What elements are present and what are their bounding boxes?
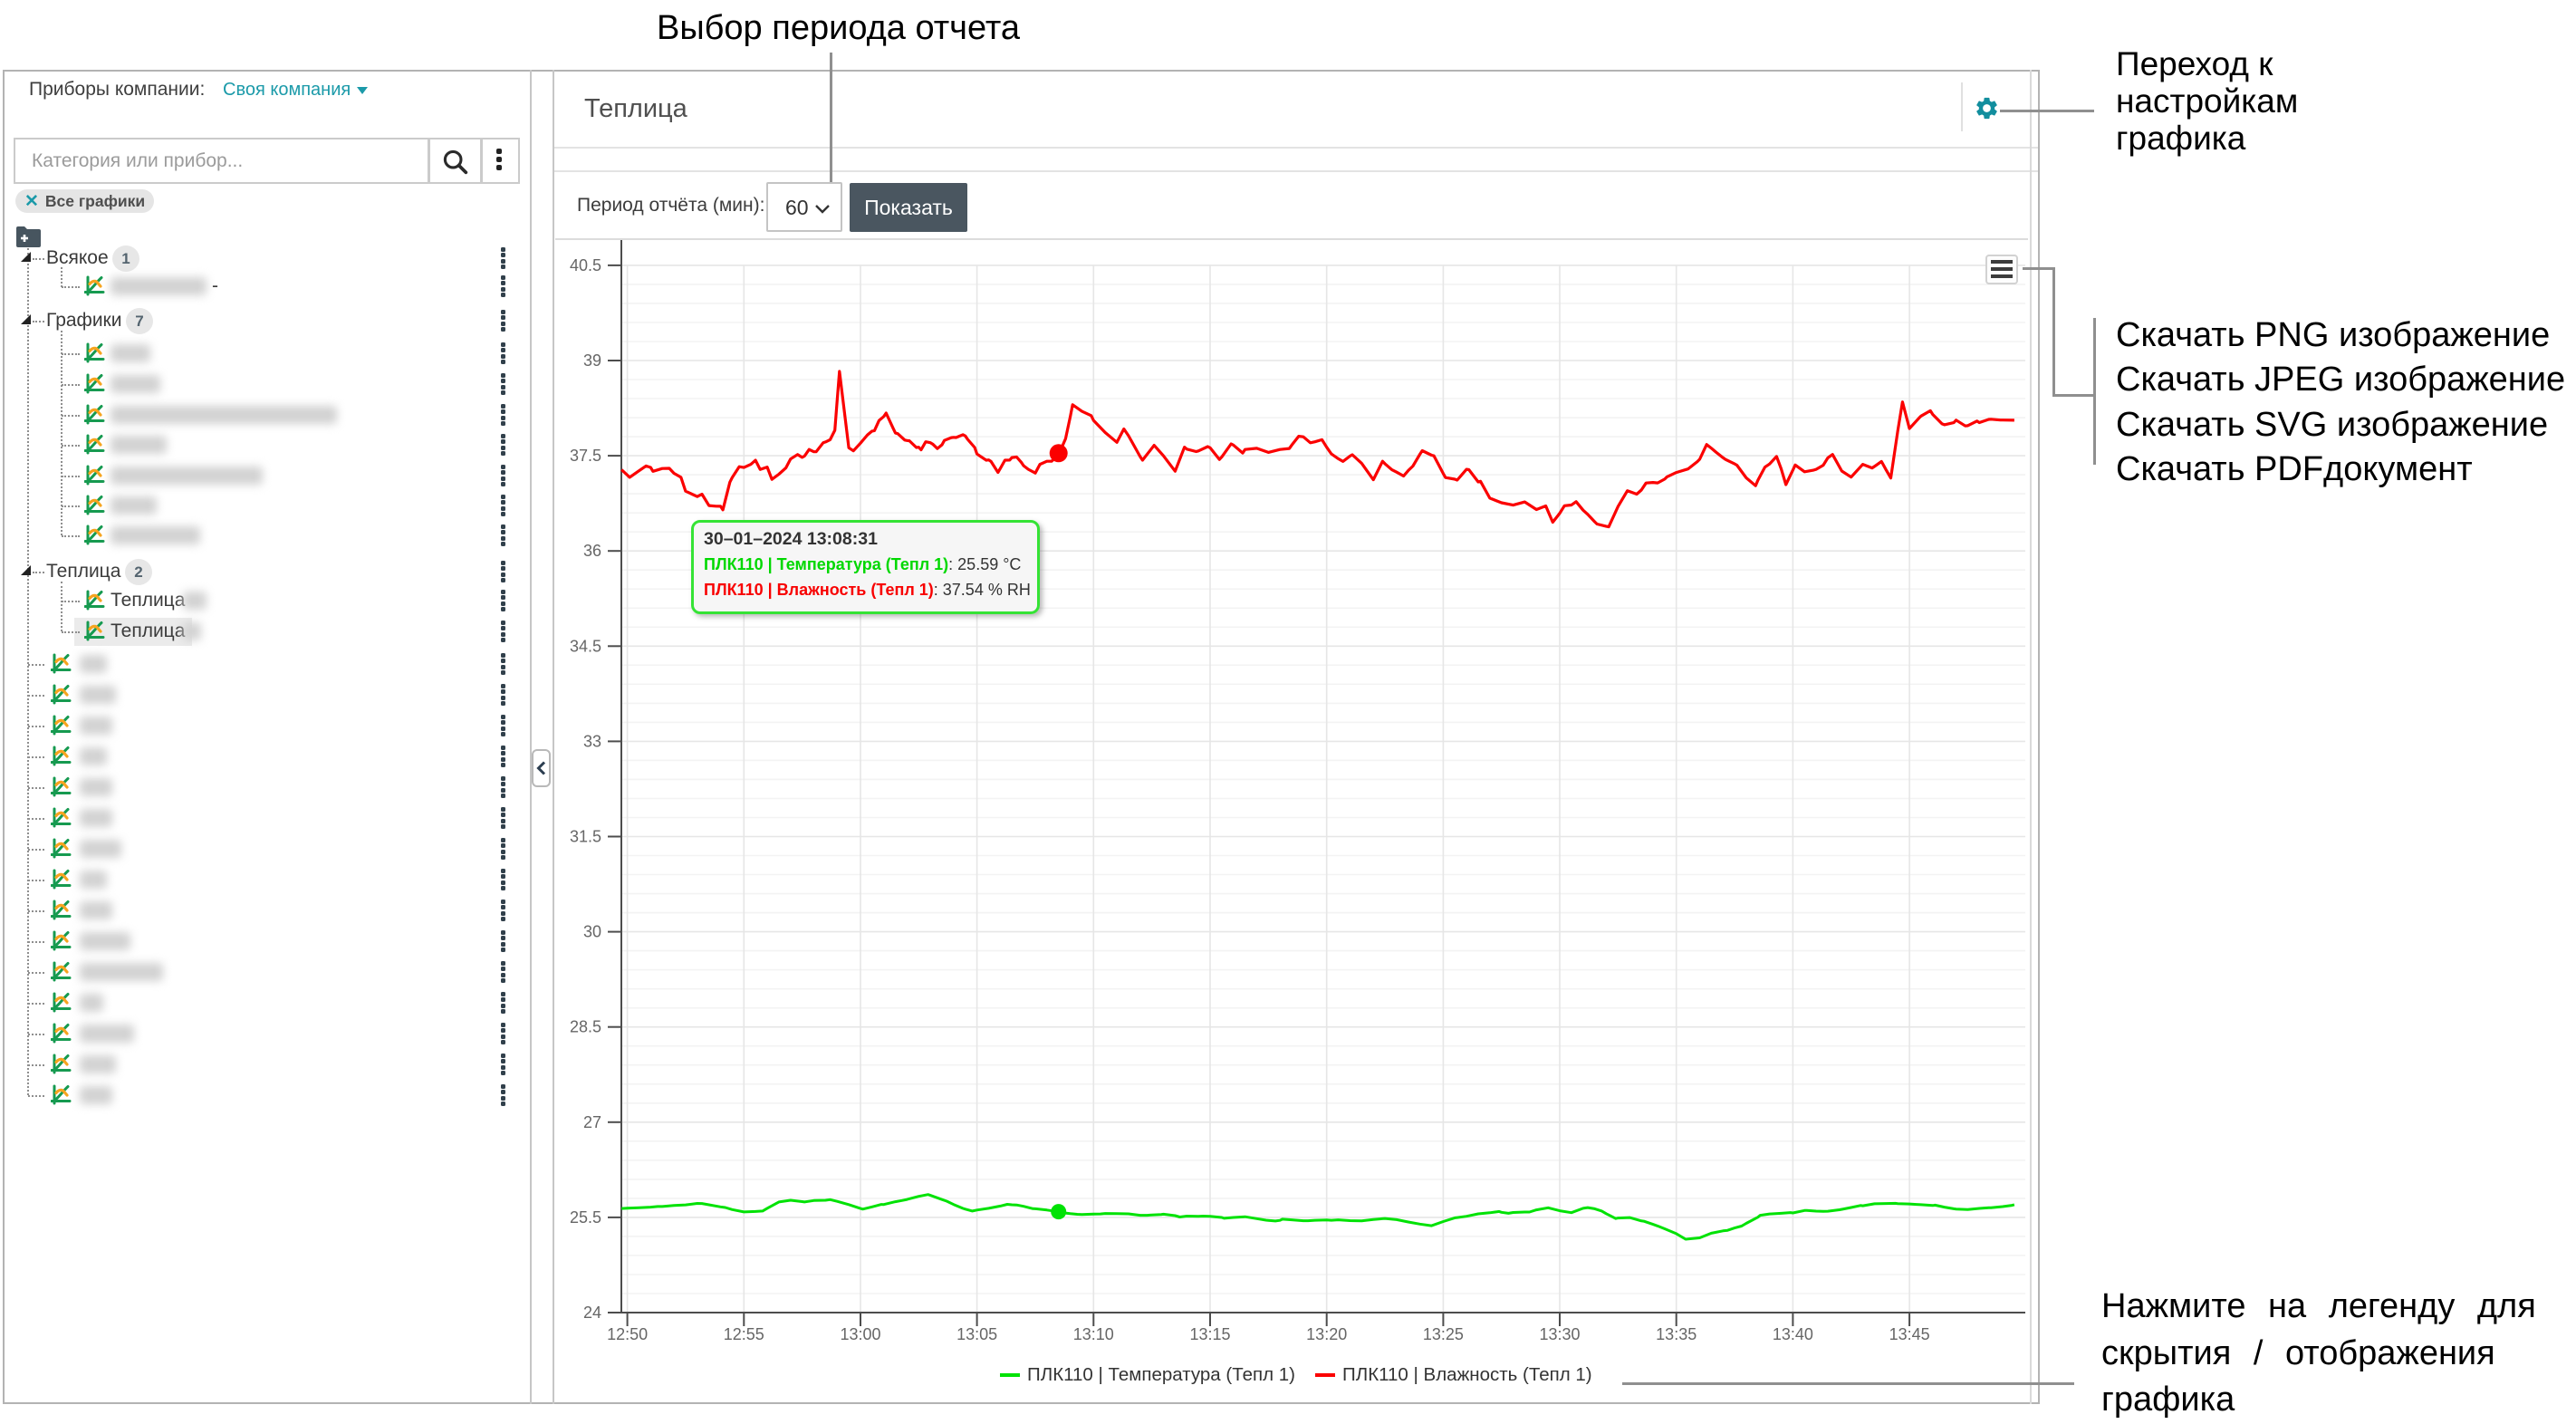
svg-text:13:20: 13:20 [1306, 1325, 1347, 1343]
svg-text:13:05: 13:05 [956, 1325, 997, 1343]
svg-text:33: 33 [583, 732, 601, 750]
svg-text:24: 24 [583, 1304, 601, 1322]
svg-text:13:25: 13:25 [1423, 1325, 1464, 1343]
svg-text:39: 39 [583, 351, 601, 370]
svg-text:28.5: 28.5 [570, 1018, 601, 1036]
svg-text:12:55: 12:55 [724, 1325, 764, 1343]
svg-text:34.5: 34.5 [570, 637, 601, 655]
svg-text:37.5: 37.5 [570, 447, 601, 465]
svg-text:30: 30 [583, 923, 601, 941]
svg-text:13:30: 13:30 [1539, 1325, 1580, 1343]
svg-text:31.5: 31.5 [570, 828, 601, 846]
svg-text:13:15: 13:15 [1189, 1325, 1230, 1343]
svg-text:36: 36 [583, 542, 601, 560]
svg-text:27: 27 [583, 1113, 601, 1131]
svg-text:13:00: 13:00 [840, 1325, 880, 1343]
svg-text:25.5: 25.5 [570, 1208, 601, 1227]
svg-text:13:10: 13:10 [1073, 1325, 1114, 1343]
svg-text:13:45: 13:45 [1889, 1325, 1930, 1343]
svg-text:12:50: 12:50 [607, 1325, 648, 1343]
svg-text:13:35: 13:35 [1656, 1325, 1697, 1343]
svg-text:13:40: 13:40 [1773, 1325, 1813, 1343]
svg-text:40.5: 40.5 [570, 256, 601, 274]
